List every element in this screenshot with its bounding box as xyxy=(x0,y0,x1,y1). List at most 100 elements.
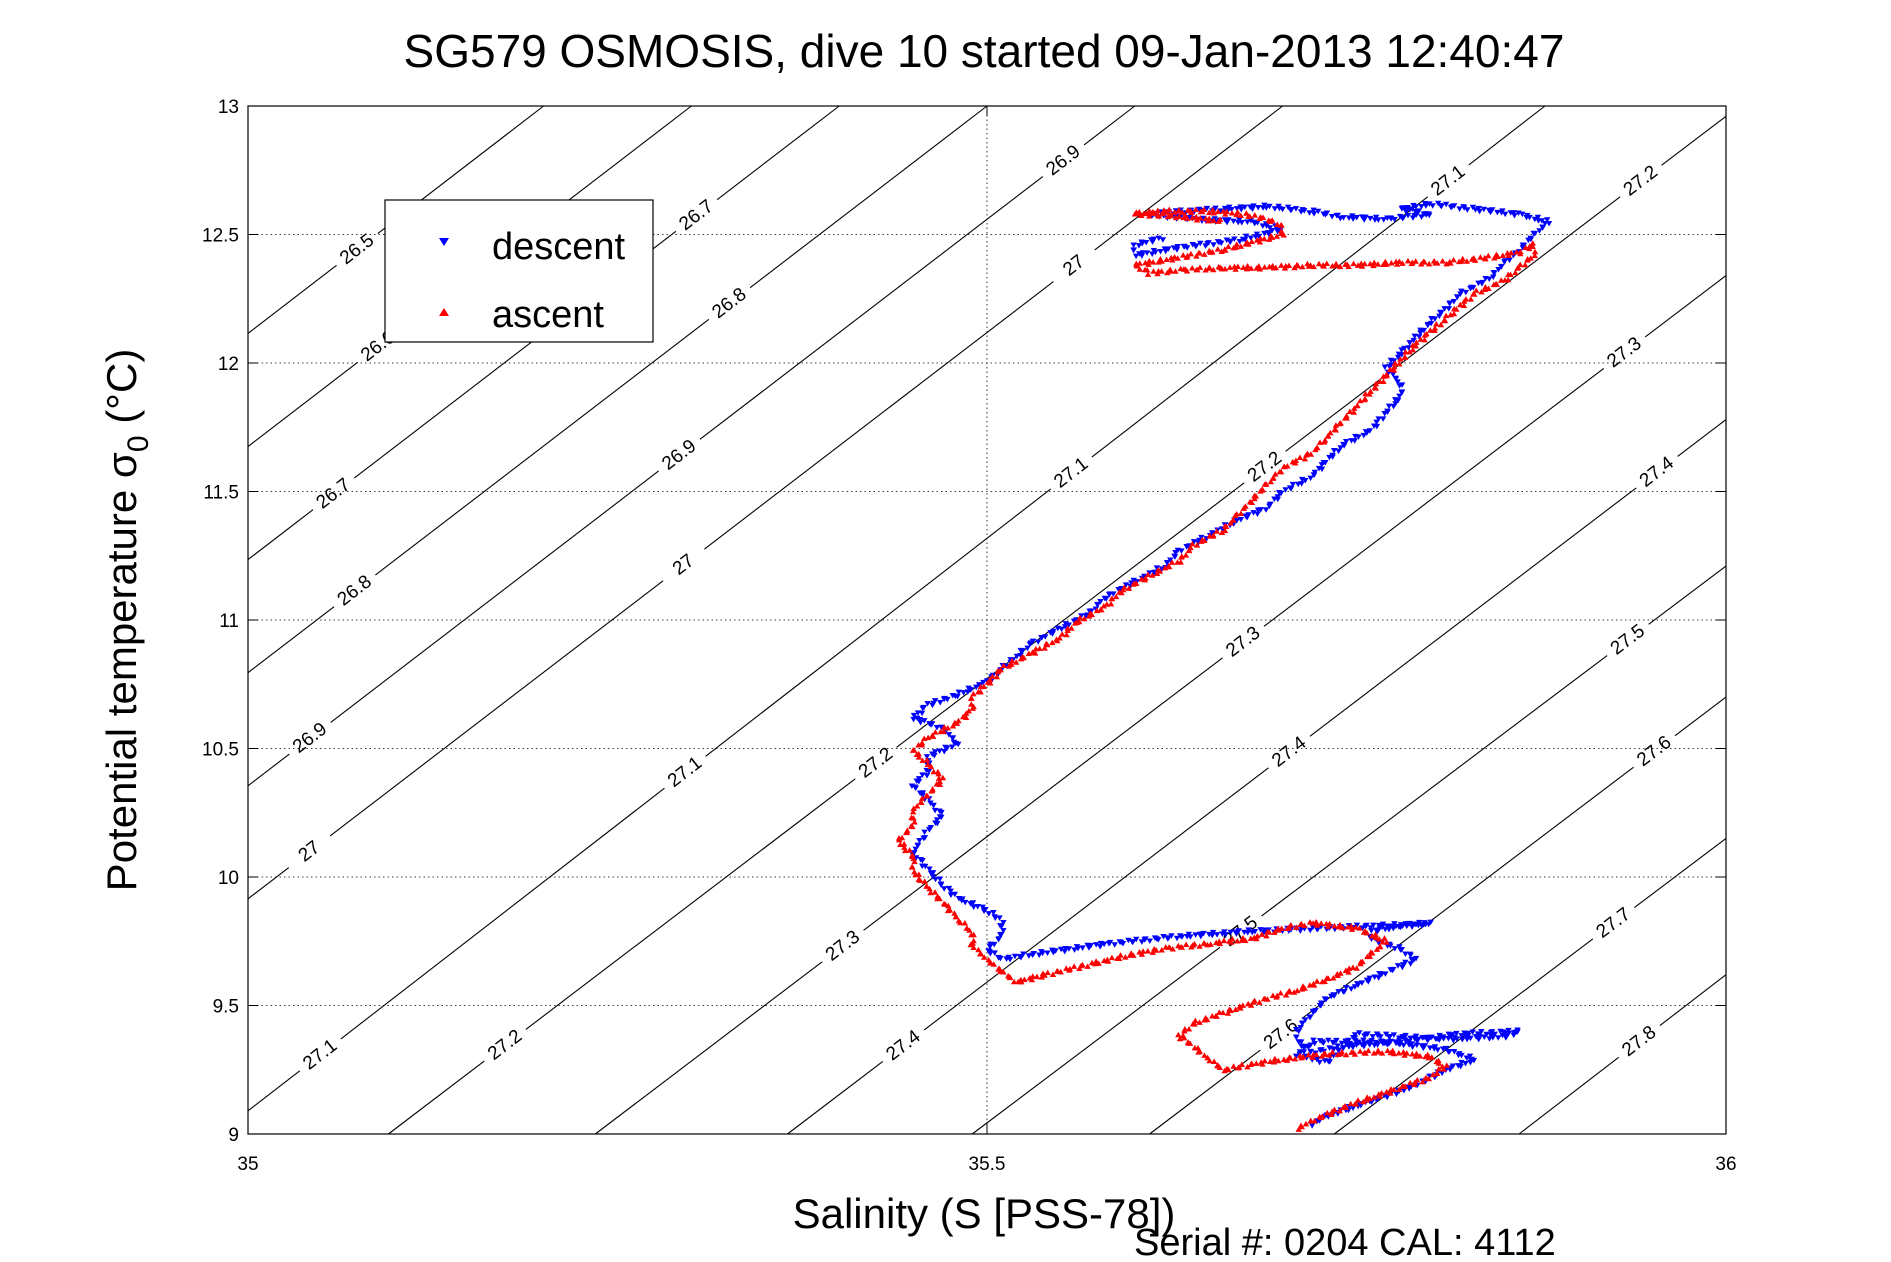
ascent-series xyxy=(895,206,1539,1132)
ascent-markers xyxy=(1209,206,1241,218)
descent-markers xyxy=(1293,1028,1302,1045)
isopycnal-line xyxy=(247,264,337,334)
ascent-markers xyxy=(1323,964,1357,981)
isopycnal-line xyxy=(749,105,988,289)
y-tick-label: 12.5 xyxy=(202,226,239,247)
isopycnal-line xyxy=(1644,275,1727,338)
isopycnal-line xyxy=(1285,196,1621,452)
isopycnal-line xyxy=(329,580,664,837)
ascent-markers xyxy=(1248,230,1285,245)
axis-ticks: 35 35.5 36 9 9.5 10 10.5 11 11.5 12 12.5 13 xyxy=(202,97,1737,1175)
descent-markers xyxy=(1475,205,1522,219)
isopycnal-label: 26.7 xyxy=(675,196,717,235)
legend-descent-marker xyxy=(439,238,449,246)
isopycnal-label: 27.6 xyxy=(1633,732,1675,771)
ascent-markers xyxy=(1175,1020,1197,1038)
ascent-markers xyxy=(1017,970,1048,985)
y-axis-label-subscript: 0 xyxy=(122,435,155,452)
isopycnal-line xyxy=(1301,766,1634,1020)
y-tick-label: 11 xyxy=(219,611,239,632)
isopycnal-line xyxy=(1518,1056,1620,1135)
isopycnal-line xyxy=(705,488,1052,757)
ascent-markers xyxy=(1177,544,1194,565)
descent-markers xyxy=(954,679,987,700)
ascent-markers xyxy=(1253,925,1285,942)
ascent-markers xyxy=(1133,253,1178,269)
ascent-markers xyxy=(1278,227,1287,238)
ascent-markers xyxy=(1313,918,1359,932)
isopycnal-label: 27.5 xyxy=(1607,620,1649,659)
legend-box xyxy=(384,199,654,343)
isopycnal-label: 27.4 xyxy=(1636,452,1678,491)
descent-markers xyxy=(1310,460,1327,479)
descent-markers xyxy=(1385,1038,1450,1053)
ascent-markers xyxy=(955,917,977,938)
ascent-markers xyxy=(1307,437,1329,457)
ascent-markers xyxy=(1131,209,1180,221)
y-tick-label: 10.5 xyxy=(202,740,239,761)
ascent-markers xyxy=(1267,217,1285,228)
legend-descent-label: descent xyxy=(492,226,626,268)
isopycnal-line xyxy=(388,1060,485,1135)
x-tick-label: 35 xyxy=(237,1154,258,1175)
ascent-markers xyxy=(1441,305,1460,324)
ascent-markers xyxy=(1399,257,1450,267)
isopycnal-line xyxy=(1263,367,1605,627)
descent-markers xyxy=(908,772,931,789)
ascent-markers xyxy=(1237,210,1272,223)
ascent-markers xyxy=(1517,240,1537,255)
ascent-markers xyxy=(1189,528,1226,548)
descent-markers xyxy=(1136,243,1181,259)
isopycnal-line xyxy=(1677,419,1727,457)
descent-markers xyxy=(1396,383,1406,400)
descent-markers xyxy=(1381,351,1403,370)
ascent-markers xyxy=(1073,606,1105,626)
isopycnal-line xyxy=(1083,105,1136,146)
isopycnal-line xyxy=(1674,696,1727,737)
isopycnal-line xyxy=(1261,655,1608,917)
ascent-markers xyxy=(1144,559,1181,578)
ascent-markers xyxy=(1367,373,1387,394)
ascent-markers xyxy=(1223,1060,1255,1073)
descent-markers xyxy=(908,829,929,856)
isopycnal-label: 27.7 xyxy=(1593,904,1635,943)
ascent-markers xyxy=(1356,925,1390,945)
descent-markers xyxy=(1519,211,1553,227)
descent-markers xyxy=(924,692,959,709)
ascent-markers xyxy=(1397,342,1417,362)
descent-markers xyxy=(1086,595,1108,615)
isopycnal-line xyxy=(1468,105,1546,166)
isopycnal-line xyxy=(1648,565,1727,625)
descent-markers xyxy=(986,948,1004,962)
ascent-markers xyxy=(1253,1055,1288,1067)
descent-markers xyxy=(1399,201,1433,212)
isopycnal-label: 27 xyxy=(295,837,325,867)
isopycnal-line xyxy=(1661,115,1727,166)
descent-markers xyxy=(1308,1113,1328,1129)
ascent-markers xyxy=(1136,944,1169,957)
isopycnal-line xyxy=(971,946,1221,1135)
descent-markers xyxy=(1530,220,1549,237)
descent-markers xyxy=(1322,445,1344,466)
isopycnal-line xyxy=(247,606,335,674)
ascent-markers xyxy=(1175,212,1224,224)
isopycnal-label: 27.4 xyxy=(882,1026,924,1065)
chart-title: SG579 OSMOSIS, dive 10 started 09-Jan-20… xyxy=(404,25,1565,77)
descent-markers xyxy=(1340,429,1370,449)
ascent-markers xyxy=(1029,636,1061,656)
ascent-markers xyxy=(967,931,977,948)
x-tick-label: 35.5 xyxy=(969,1154,1006,1175)
y-tick-label: 12 xyxy=(218,354,239,375)
y-tick-label: 11.5 xyxy=(203,483,239,504)
descent-markers xyxy=(927,870,945,888)
isopycnal-line xyxy=(247,867,290,900)
isopycnal-line xyxy=(330,470,660,723)
ascent-markers xyxy=(1176,1034,1199,1051)
isopycnal-line xyxy=(1309,487,1637,737)
ascent-markers xyxy=(1221,263,1273,272)
ascent-markers xyxy=(1337,405,1358,426)
ascent-markers xyxy=(1191,1009,1223,1027)
descent-markers xyxy=(911,850,933,873)
descent-markers xyxy=(997,923,1007,938)
